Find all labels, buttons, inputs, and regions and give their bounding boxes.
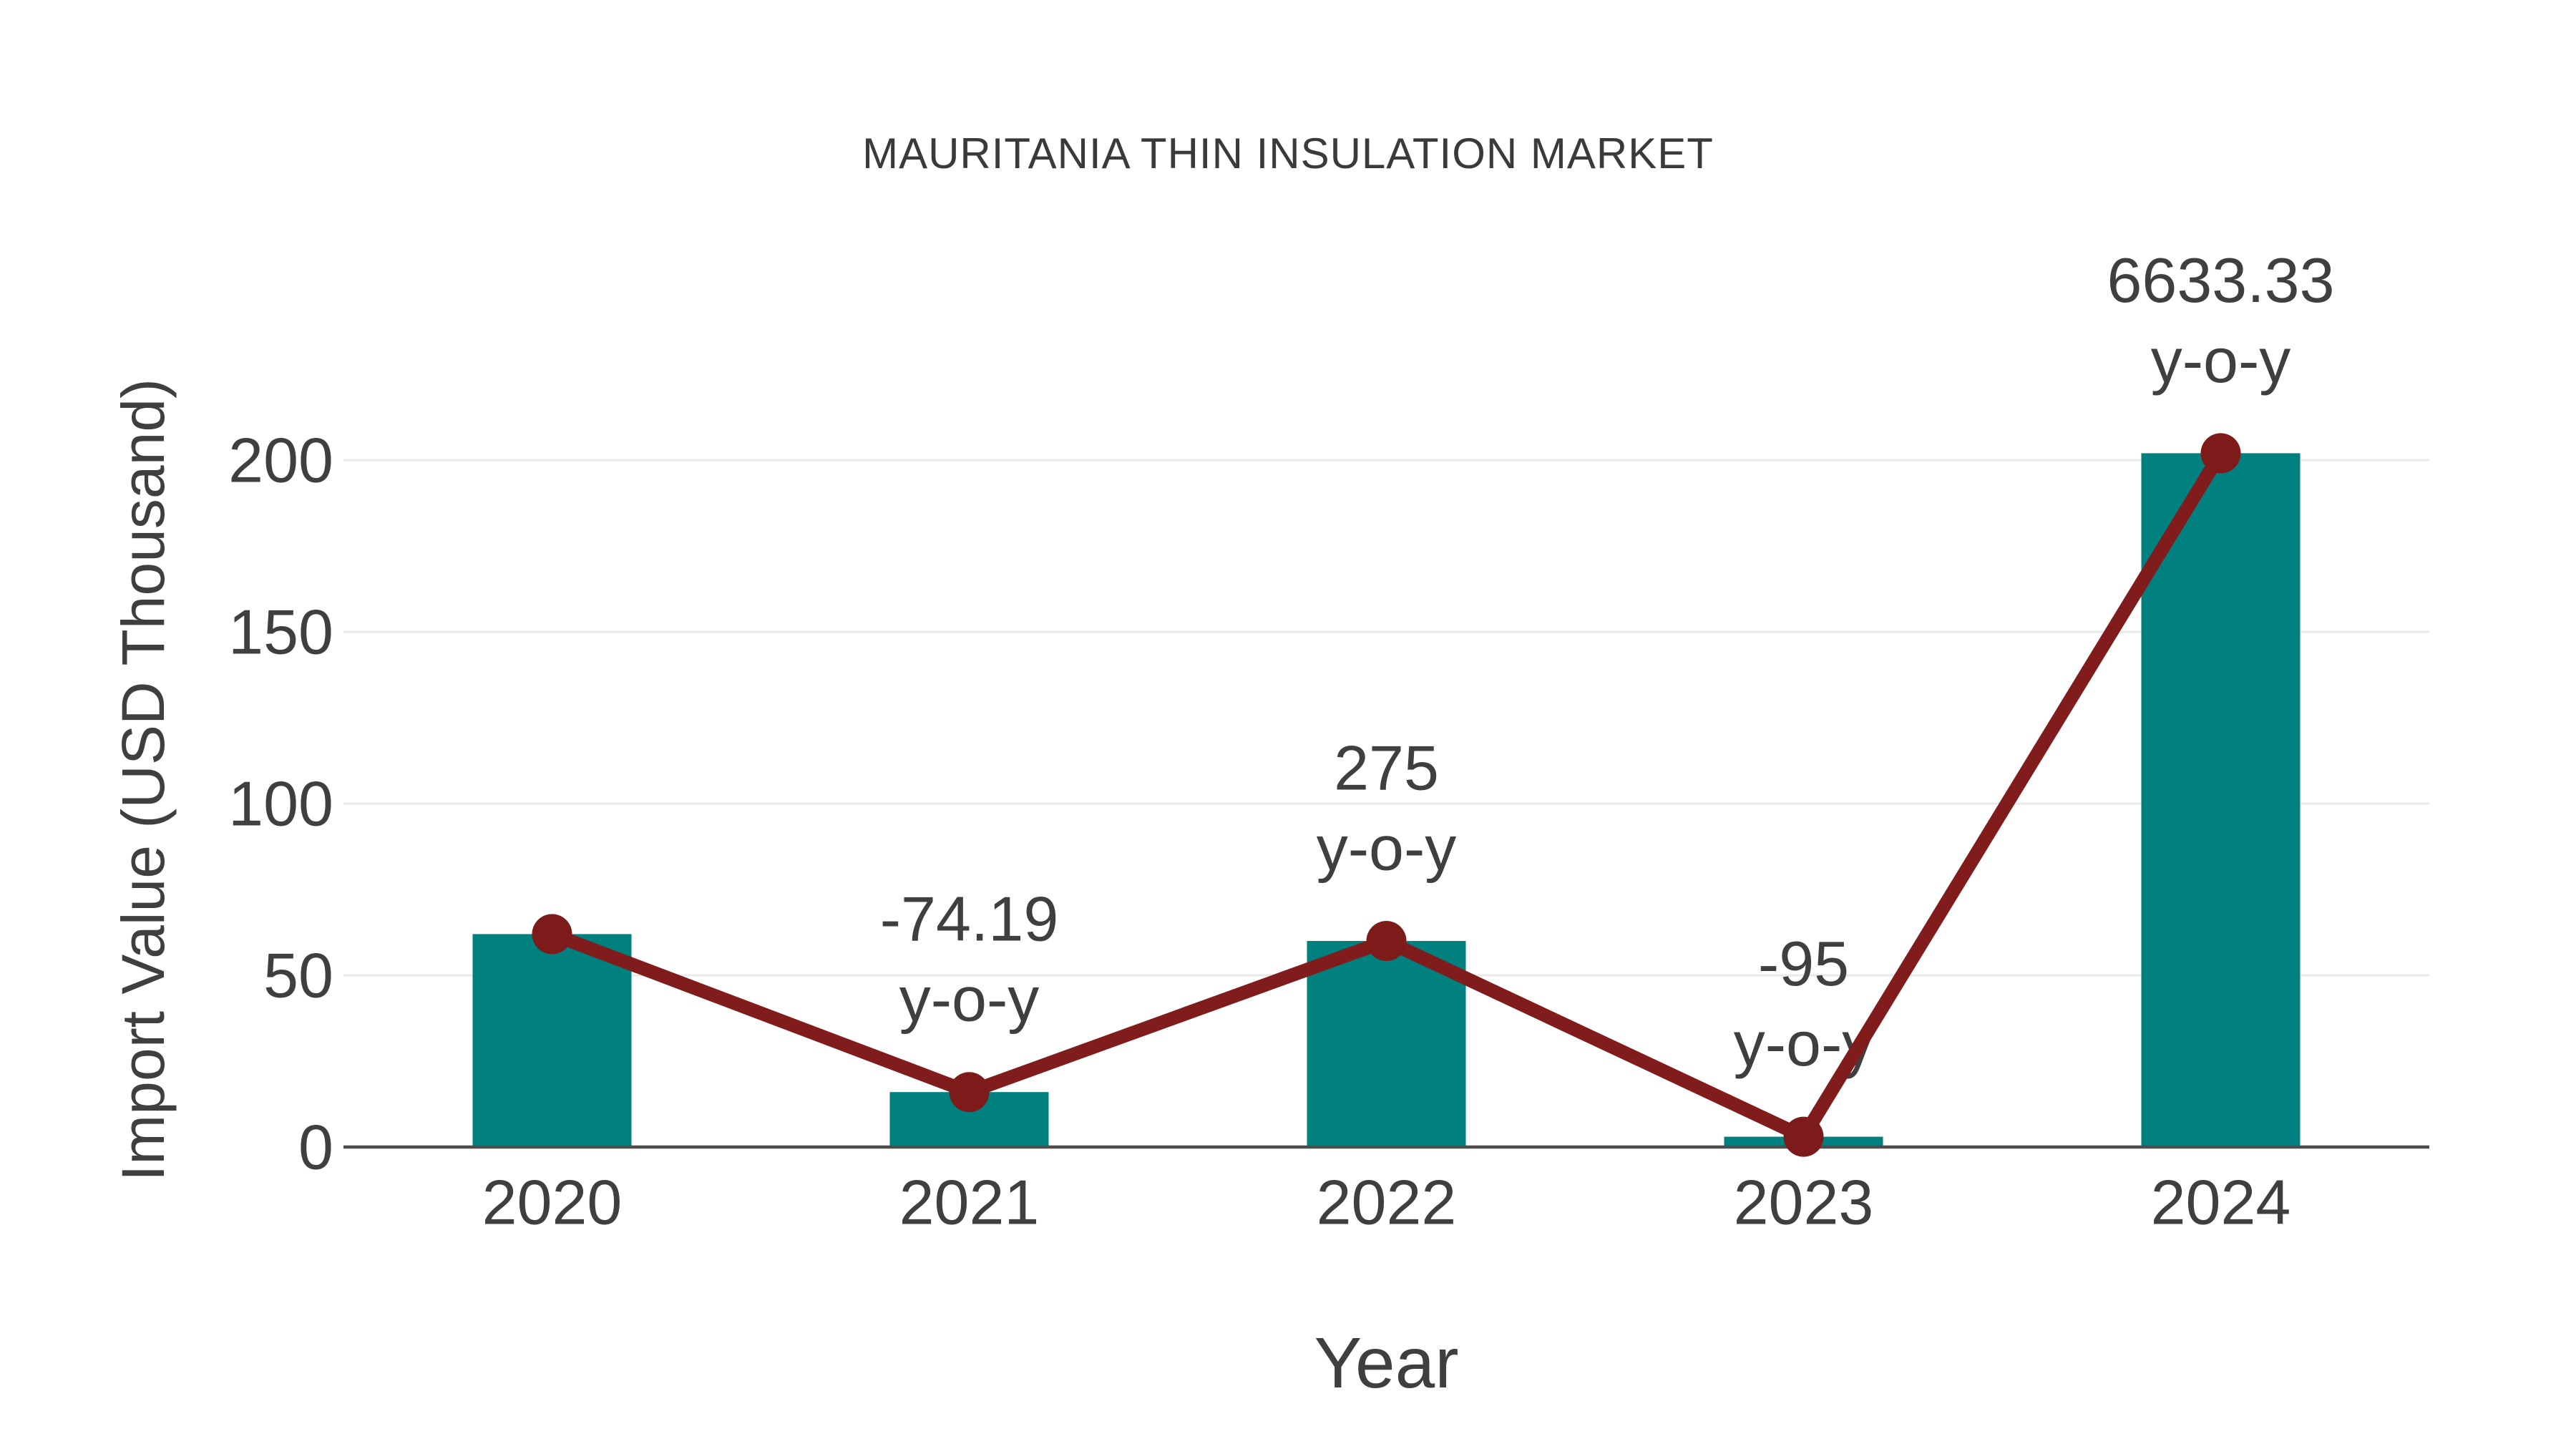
y-tick-label-50: 50 (263, 940, 333, 1011)
y-tick-label-200: 200 (228, 425, 333, 496)
trend-marker-2023 (1783, 1116, 1824, 1157)
annotation-value-2024: 6633.33 (2107, 245, 2334, 316)
trend-marker-2024 (2200, 433, 2241, 474)
y-tick-label-100: 100 (228, 769, 333, 839)
x-tick-label-2020: 2020 (482, 1167, 623, 1238)
y-tick-label-150: 150 (228, 597, 333, 668)
trend-marker-2022 (1366, 921, 1407, 961)
annotation-value-2022: 275 (1334, 733, 1439, 804)
trend-marker-2020 (532, 914, 572, 955)
trend-marker-2021 (949, 1072, 990, 1113)
bar-2020 (472, 934, 632, 1147)
annotation-suffix-2022: y-o-y (1317, 813, 1457, 884)
annotation-suffix-2024: y-o-y (2151, 325, 2291, 396)
bar-2022 (1307, 941, 1466, 1147)
annotation-value-2023: -95 (1758, 928, 1849, 999)
y-tick-label-0: 0 (298, 1112, 333, 1183)
annotation-suffix-2021: y-o-y (899, 964, 1040, 1035)
x-axis-title: Year (1314, 1323, 1459, 1403)
x-tick-label-2024: 2024 (2151, 1167, 2291, 1238)
bar-2024 (2141, 453, 2301, 1147)
x-tick-label-2023: 2023 (1734, 1167, 1874, 1238)
x-tick-label-2021: 2021 (899, 1167, 1040, 1238)
chart-title: MAURITANIA THIN INSULATION MARKET (862, 130, 1714, 177)
x-tick-label-2022: 2022 (1317, 1167, 1457, 1238)
annotation-value-2021: -74.19 (880, 884, 1059, 955)
